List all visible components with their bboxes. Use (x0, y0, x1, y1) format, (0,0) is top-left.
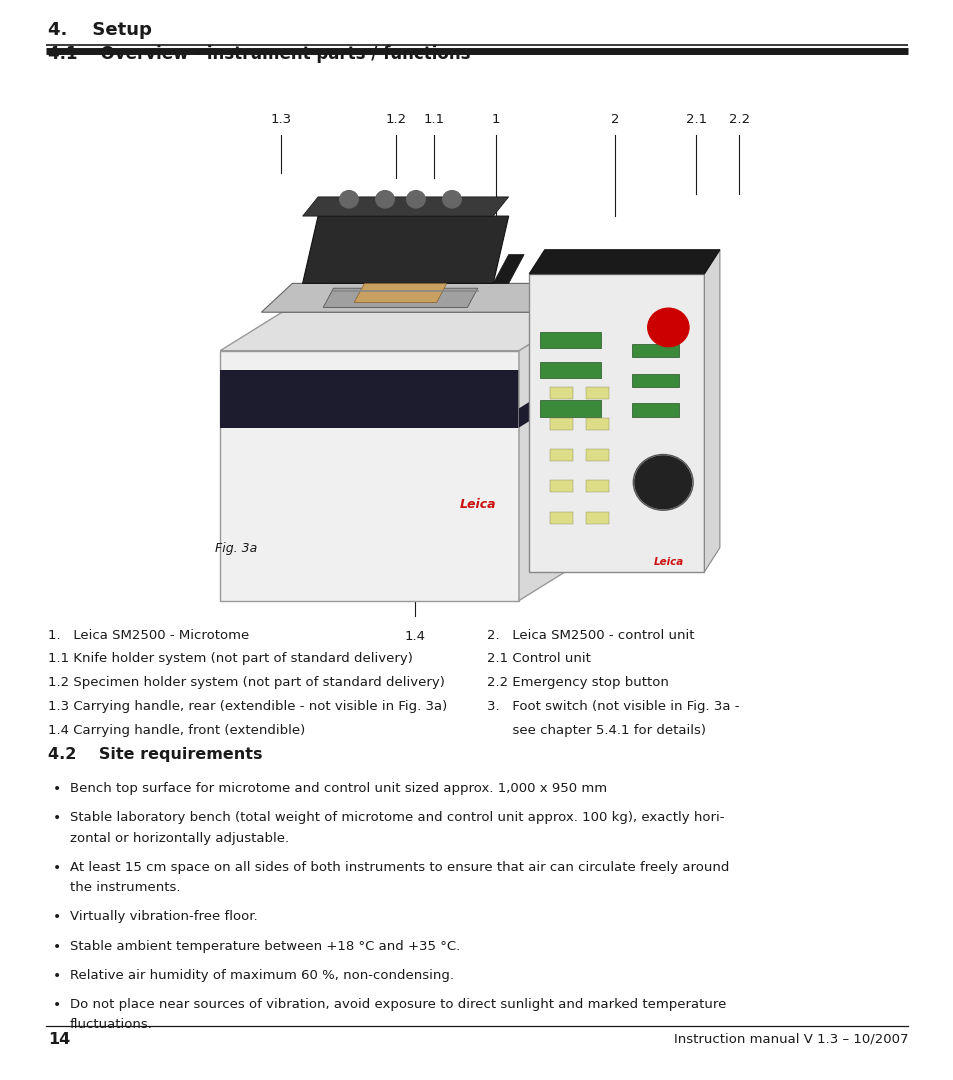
Text: 2.2 Emergency stop button: 2.2 Emergency stop button (486, 676, 668, 689)
Circle shape (375, 191, 394, 208)
Polygon shape (529, 249, 720, 273)
Text: 1.3: 1.3 (271, 113, 292, 126)
Circle shape (647, 308, 688, 347)
Text: Virtually vibration-free floor.: Virtually vibration-free floor. (70, 910, 257, 923)
Bar (585, 418, 608, 430)
Text: Fig. 3a: Fig. 3a (214, 542, 256, 555)
Text: zontal or horizontally adjustable.: zontal or horizontally adjustable. (70, 832, 289, 845)
Bar (549, 449, 573, 461)
Text: Stable ambient temperature between +18 °C and +35 °C.: Stable ambient temperature between +18 °… (70, 940, 459, 953)
Text: Stable laboratory bench (total weight of microtome and control unit approx. 100 : Stable laboratory bench (total weight of… (70, 811, 723, 824)
Text: Leica: Leica (459, 498, 496, 511)
Polygon shape (703, 249, 720, 571)
Bar (549, 481, 573, 492)
Bar (220, 369, 518, 428)
Text: see chapter 5.4.1 for details): see chapter 5.4.1 for details) (486, 724, 705, 737)
Circle shape (339, 191, 358, 208)
Text: 14: 14 (48, 1032, 70, 1048)
Text: •: • (52, 861, 61, 875)
Text: •: • (52, 811, 61, 825)
Bar (585, 481, 608, 492)
Polygon shape (261, 283, 559, 312)
Text: 4.2    Site requirements: 4.2 Site requirements (48, 747, 262, 762)
Text: 1.4 Carrying handle, front (extendible): 1.4 Carrying handle, front (extendible) (48, 724, 305, 737)
Text: 3.   Foot switch (not visible in Fig. 3a -: 3. Foot switch (not visible in Fig. 3a - (486, 700, 739, 713)
Text: 1.1 Knife holder system (not part of standard delivery): 1.1 Knife holder system (not part of sta… (48, 652, 412, 665)
Text: 2.1: 2.1 (685, 113, 706, 126)
Text: •: • (52, 998, 61, 1012)
Bar (539, 401, 600, 417)
Text: the instruments.: the instruments. (70, 881, 180, 894)
Text: 1: 1 (492, 113, 499, 126)
Text: 1.3 Carrying handle, rear (extendible - not visible in Fig. 3a): 1.3 Carrying handle, rear (extendible - … (48, 700, 447, 713)
Polygon shape (302, 197, 508, 216)
Bar (632, 404, 678, 417)
Text: 2.   Leica SM2500 - control unit: 2. Leica SM2500 - control unit (486, 629, 694, 642)
Bar (585, 512, 608, 524)
Text: Relative air humidity of maximum 60 %, non-condensing.: Relative air humidity of maximum 60 %, n… (70, 969, 454, 982)
Polygon shape (354, 283, 446, 302)
Polygon shape (220, 312, 580, 351)
Circle shape (406, 191, 425, 208)
Text: fluctuations.: fluctuations. (70, 1018, 152, 1031)
Bar (529, 273, 703, 571)
Bar (549, 387, 573, 399)
FancyBboxPatch shape (220, 351, 518, 600)
Bar (539, 362, 600, 378)
Text: •: • (52, 910, 61, 924)
Text: •: • (52, 782, 61, 796)
Bar (632, 343, 678, 357)
Text: Bench top surface for microtome and control unit sized approx. 1,000 x 950 mm: Bench top surface for microtome and cont… (70, 782, 606, 795)
Polygon shape (518, 369, 580, 428)
Polygon shape (302, 216, 508, 283)
Bar (585, 387, 608, 399)
Text: Instruction manual V 1.3 – 10/2007: Instruction manual V 1.3 – 10/2007 (673, 1032, 907, 1045)
Bar (585, 449, 608, 461)
Text: •: • (52, 940, 61, 954)
Bar (549, 418, 573, 430)
Polygon shape (518, 312, 580, 600)
Text: 2.1 Control unit: 2.1 Control unit (486, 652, 590, 665)
Text: Do not place near sources of vibration, avoid exposure to direct sunlight and ma: Do not place near sources of vibration, … (70, 998, 725, 1011)
Circle shape (442, 191, 461, 208)
Text: 4.1    Overview - instrument parts / functions: 4.1 Overview - instrument parts / functi… (48, 44, 470, 63)
Text: 4.    Setup: 4. Setup (48, 21, 152, 39)
Polygon shape (323, 288, 477, 308)
Text: 1.2: 1.2 (385, 113, 406, 126)
Text: 1.   Leica SM2500 - Microtome: 1. Leica SM2500 - Microtome (48, 629, 249, 642)
Text: Leica: Leica (653, 557, 683, 567)
Text: 1.1: 1.1 (423, 113, 444, 126)
Text: 1.4: 1.4 (404, 630, 425, 643)
Polygon shape (493, 255, 523, 283)
Circle shape (635, 456, 691, 509)
Bar (549, 512, 573, 524)
Text: At least 15 cm space on all sides of both instruments to ensure that air can cir: At least 15 cm space on all sides of bot… (70, 861, 728, 874)
Bar (632, 374, 678, 387)
Text: 2.2: 2.2 (728, 113, 749, 126)
Text: •: • (52, 969, 61, 983)
Bar (539, 332, 600, 348)
Text: 2: 2 (611, 113, 618, 126)
Text: 1.2 Specimen holder system (not part of standard delivery): 1.2 Specimen holder system (not part of … (48, 676, 444, 689)
